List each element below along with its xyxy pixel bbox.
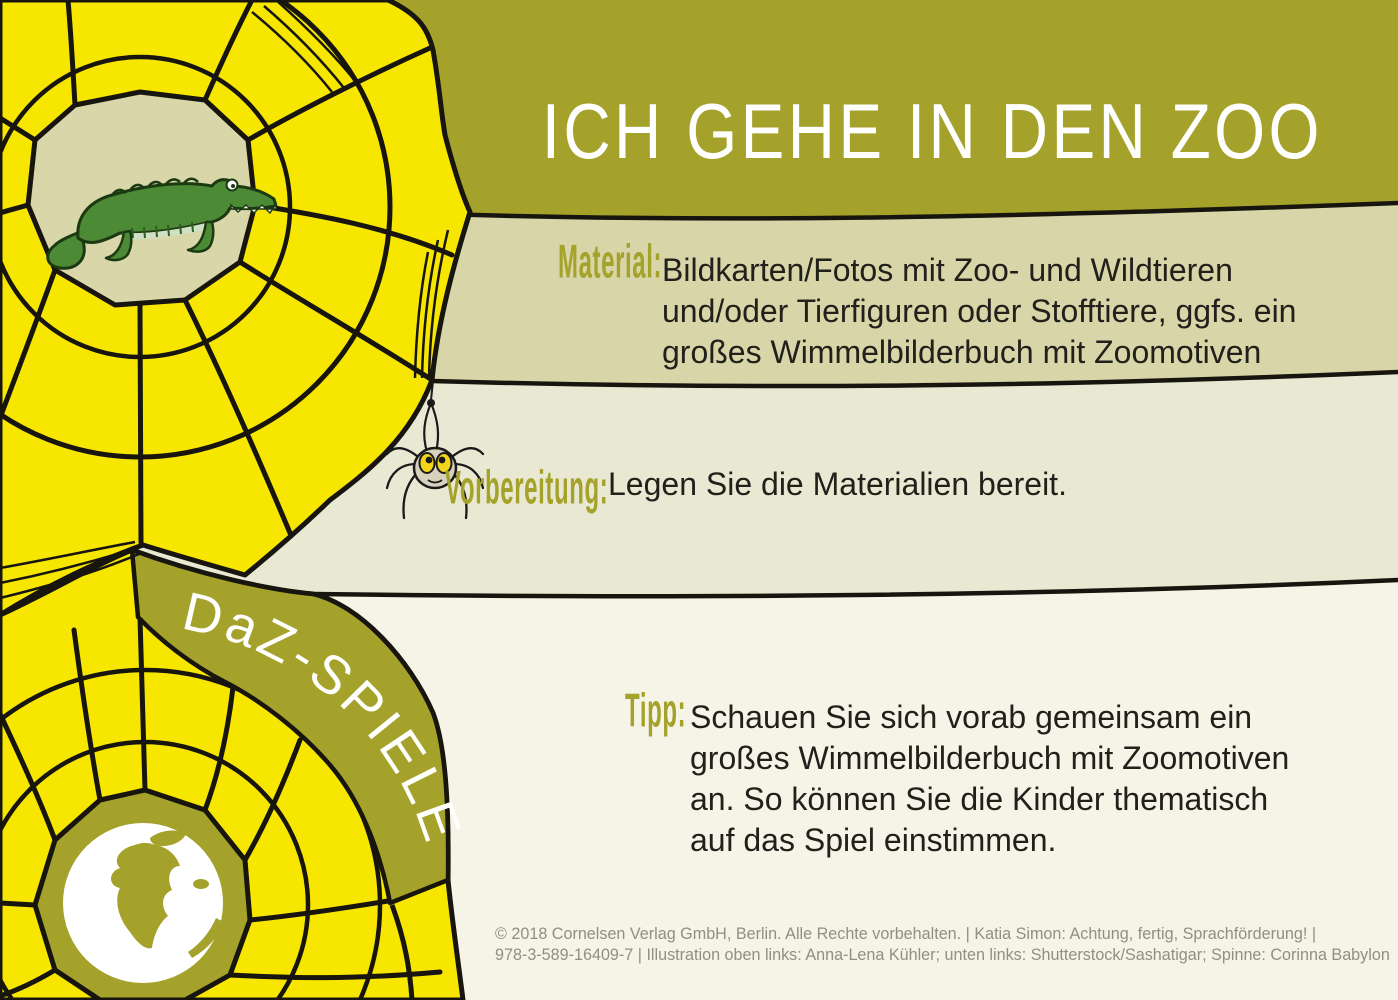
top-web	[0, 0, 473, 618]
crocodile-body	[76, 178, 278, 244]
globe-island	[193, 879, 209, 889]
crocodile-front-leg	[186, 220, 215, 253]
crocodile-illustration	[46, 177, 278, 270]
footer-line-2: 978-3-589-16409-7 | Illustration oben li…	[495, 944, 1390, 964]
spider-thread	[430, 380, 434, 401]
tipp-line-3: an. So können Sie die Kinder thematisch	[690, 781, 1269, 817]
globe-landmass-africa	[111, 842, 180, 949]
page-title: ICH GEHE IN DEN ZOO	[541, 87, 1323, 175]
spider-right-pupil	[438, 456, 446, 464]
crocodile-pupil	[231, 184, 235, 188]
bottom-web-spokes	[0, 615, 443, 999]
footer-line-1: © 2018 Cornelsen Verlag GmbH, Berlin. Al…	[495, 924, 1317, 943]
crocodile-back-leg	[104, 229, 133, 262]
top-web-fine-threads	[0, 0, 450, 600]
spider-left-eye	[418, 452, 436, 474]
globe-sliver	[188, 918, 224, 958]
material-label: Material:	[558, 236, 663, 288]
vorbereitung-text: Legen Sie die Materialien bereit.	[608, 466, 1067, 502]
tipp-line-2: großes Wimmelbilderbuch mit Zoomotiven	[690, 740, 1290, 776]
material-line-1: Bildkarten/Fotos mit Zoo- und Wildtieren	[662, 252, 1233, 288]
vorbereitung-label: Vorbereitung:	[445, 462, 609, 514]
spider-left-pupil	[425, 456, 433, 464]
material-line-3: großes Wimmelbilderbuch mit Zoomotiven	[662, 334, 1262, 370]
material-text: Bildkarten/Fotos mit Zoo- und Wildtieren…	[662, 250, 1296, 373]
tipp-line-1: Schauen Sie sich vorab gemeinsam ein	[690, 699, 1253, 735]
daz-spiele-ribbon	[129, 547, 451, 906]
crocodile-belly-stripes	[131, 221, 194, 239]
band-divider-lines	[312, 200, 1398, 599]
tipp-label: Tipp:	[625, 685, 687, 737]
copyright-footer: © 2018 Cornelsen Verlag GmbH, Berlin. Al…	[495, 924, 1390, 965]
spider-illustration	[385, 380, 485, 520]
globe-icon	[63, 823, 224, 983]
tipp-text: Schauen Sie sich vorab gemeinsam ein gro…	[690, 697, 1289, 861]
top-web-spokes	[0, 0, 455, 546]
material-line-2: und/oder Tierfiguren oder Stofftiere, gg…	[662, 293, 1297, 329]
spider-smile	[427, 479, 443, 484]
crocodile-back-ridges	[111, 177, 199, 196]
globe-landmass-europe	[150, 830, 186, 846]
crocodile-teeth	[230, 201, 277, 215]
crocodile-tail	[46, 230, 86, 270]
tipp-line-4: auf das Spiel einstimmen.	[690, 822, 1057, 858]
bottom-web: DaZ-SPIELE	[0, 547, 470, 1000]
